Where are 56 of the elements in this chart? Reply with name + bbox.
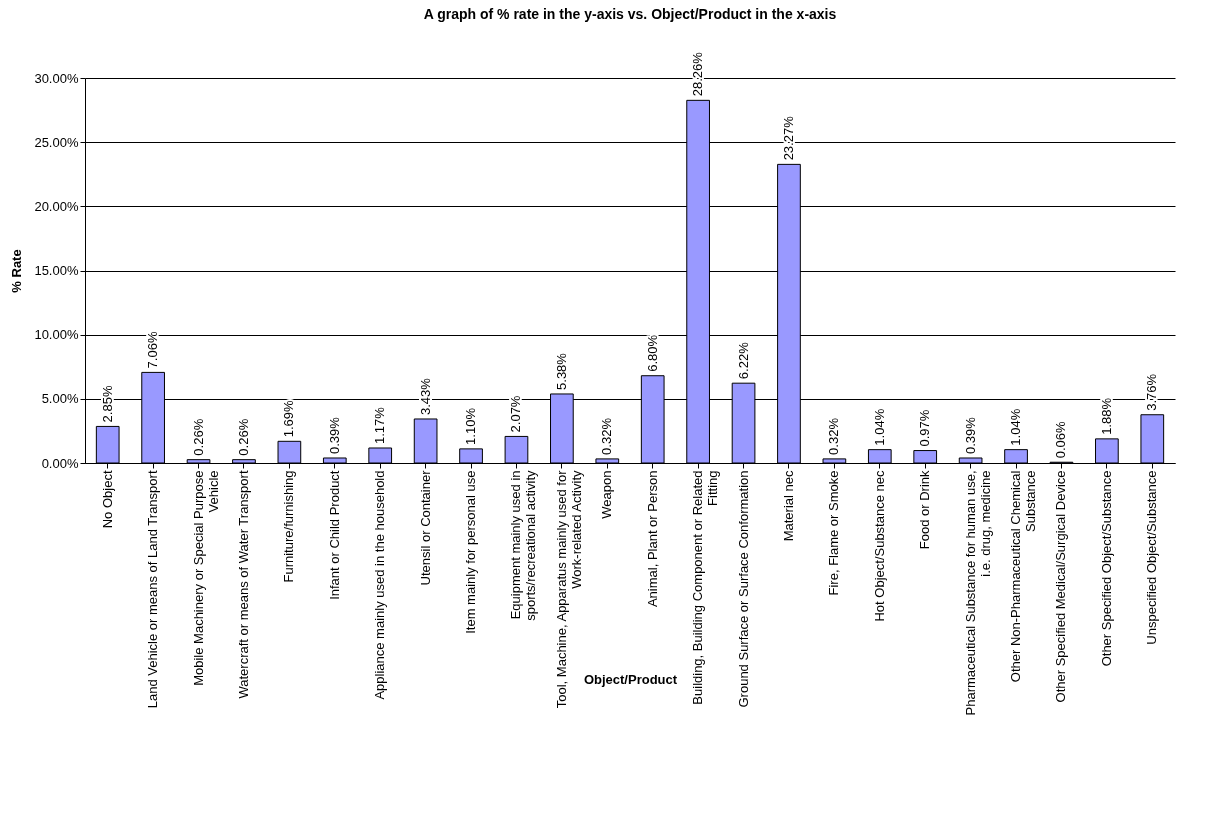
y-tick-label: 0.00% bbox=[41, 455, 79, 471]
data-label: 0.06% bbox=[1053, 420, 1069, 459]
data-label: 1.04% bbox=[871, 408, 887, 446]
data-label: 7.06% bbox=[145, 331, 161, 369]
data-label: 3.76% bbox=[1144, 373, 1160, 411]
data-label: 2.85% bbox=[99, 385, 115, 423]
data-label: 0.39% bbox=[962, 416, 978, 454]
x-tick-label: Animal, Plant or Person bbox=[644, 470, 660, 608]
y-axis-title: % Rate bbox=[9, 249, 25, 293]
data-label: 6.22% bbox=[735, 341, 751, 380]
x-tick-label: Land Vehicle or means of Land Transport bbox=[145, 470, 161, 709]
x-tick-label: Building, Building Component or Related Fitting bbox=[690, 470, 721, 705]
x-tick-label: Equipment mainly used in sports/recreational activity bbox=[508, 470, 539, 621]
x-axis-title: Object/Product bbox=[583, 671, 678, 687]
data-label: 0.26% bbox=[235, 418, 251, 456]
x-tick-label: Other Specified Object/Substance bbox=[1098, 470, 1114, 667]
y-tick-label: 10.00% bbox=[34, 327, 79, 343]
x-tick-label: Utensil or Container bbox=[417, 469, 433, 586]
data-label: 0.26% bbox=[190, 418, 206, 456]
x-tick-label: Other Specified Medical/Surgical Device bbox=[1053, 470, 1069, 703]
data-label: 1.88% bbox=[1098, 397, 1114, 435]
data-label: 1.04% bbox=[1008, 408, 1024, 446]
x-tick-label: Weapon bbox=[599, 470, 615, 519]
data-label: 3.43% bbox=[417, 377, 433, 415]
x-tick-label: Material nec bbox=[780, 470, 796, 542]
data-label: 1.69% bbox=[281, 400, 297, 438]
data-label: 2.07% bbox=[508, 395, 524, 433]
data-label: 0.32% bbox=[599, 417, 615, 455]
y-tick-label: 15.00% bbox=[34, 263, 79, 278]
chart-title: A graph of % rate in the y-axis vs. Object/Product in the x-axis bbox=[423, 6, 837, 23]
x-tick-label: Item mainly for personal use bbox=[463, 470, 479, 634]
y-tick-label: 30.00% bbox=[34, 70, 79, 86]
data-label: 6.80% bbox=[644, 334, 660, 372]
data-label: 1.10% bbox=[463, 407, 479, 445]
x-tick-label: Ground Surface or Surface Conformation bbox=[735, 470, 751, 708]
x-tick-label: Fire, Flame or Smoke bbox=[826, 470, 842, 596]
data-label: 1.17% bbox=[372, 406, 388, 444]
y-tick-label: 20.00% bbox=[34, 198, 79, 214]
x-tick-label: Mobile Machinery or Special Purpose Vehicle bbox=[190, 470, 221, 686]
x-tick-label: Food or Drink bbox=[917, 470, 933, 550]
y-tick-label: 25.00% bbox=[34, 134, 79, 150]
x-tick-label: Appliance mainly used in the household bbox=[372, 470, 388, 700]
x-tick-label: Watercraft or means of Water Transport bbox=[235, 470, 251, 699]
data-label: 5.38% bbox=[553, 352, 569, 390]
x-tick-label: Unspecified Object/Substance bbox=[1144, 470, 1160, 645]
x-tick-label: Hot Object/Substance nec bbox=[871, 470, 887, 622]
data-label: 28.26% bbox=[690, 51, 706, 97]
data-label: 0.97% bbox=[917, 409, 933, 447]
x-tick-label: Pharmaceutical Substance for human use, i.e. drug, medicine bbox=[962, 470, 993, 716]
data-label: 0.32% bbox=[826, 417, 842, 455]
y-tick-label: 5.00% bbox=[41, 391, 79, 407]
x-tick-label: No Object bbox=[99, 470, 115, 529]
x-tick-label: Infant or Child Product bbox=[326, 470, 342, 600]
x-tick-label: Furniture/furnishing bbox=[281, 470, 297, 583]
data-label: 0.39% bbox=[326, 416, 342, 454]
data-label: 23.27% bbox=[780, 115, 796, 161]
